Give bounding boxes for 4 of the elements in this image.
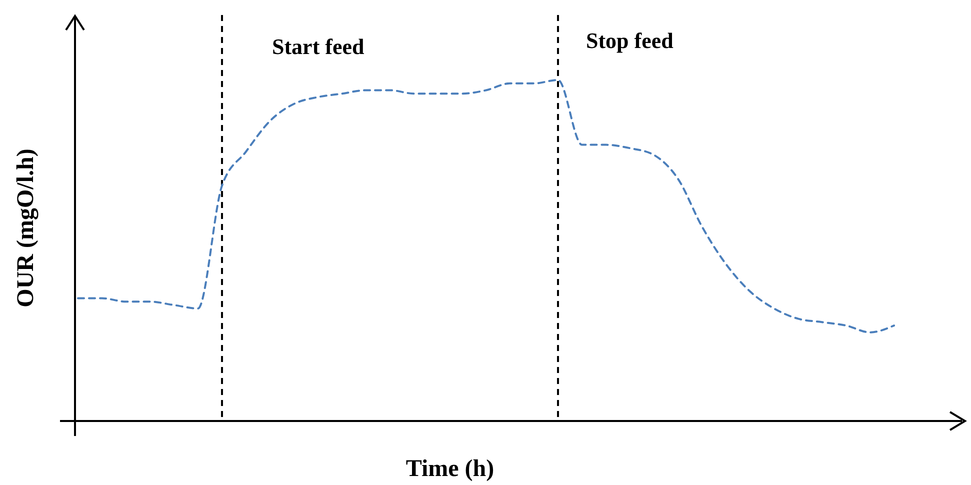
x-axis-title: Time (h) — [406, 456, 494, 482]
y-axis-title: OUR (mgO/l.h) — [13, 148, 39, 308]
text: Stop feed — [586, 28, 674, 53]
text: Start feed — [272, 34, 364, 59]
